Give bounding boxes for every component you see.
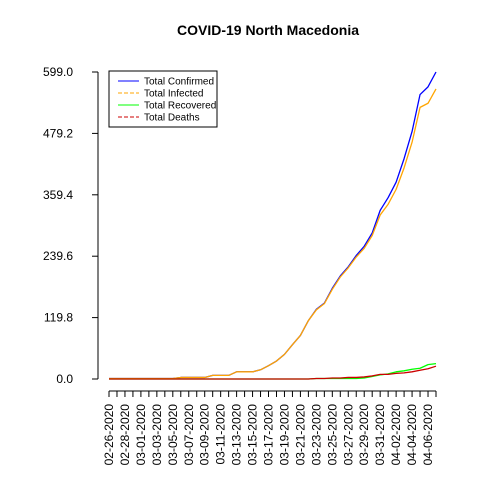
x-tick-label: 03-13-2020 [230,404,244,466]
legend-box [108,70,218,128]
x-tick-label: 04-02-2020 [389,404,403,466]
x-tick-label: 03-25-2020 [325,404,339,466]
x-tick-label: 02-28-2020 [118,404,132,466]
x-axis: 02-26-2020 02-28-2020 03-01-2020 03-03-2020… [102,390,437,466]
x-tick-label: 03-29-2020 [357,404,371,466]
series-line-total-infected [109,88,437,380]
x-tick-label: 04-04-2020 [405,404,419,466]
x-tick-label: 03-23-2020 [309,404,323,466]
legend-label: Total Confirmed [144,77,214,88]
y-axis: 0.0 119.8 239.6 359.4 479.2 599.0 [43,65,99,386]
y-tick-label: 0.0 [56,372,73,386]
x-tick-label: 03-31-2020 [373,404,387,466]
x-tick-label: 03-21-2020 [293,404,307,466]
x-tick-label: 03-07-2020 [182,404,196,466]
x-tick-label: 04-06-2020 [421,404,435,466]
chart-title: COVID-19 North Macedonia [177,22,359,38]
x-tick-label: 03-01-2020 [134,404,148,466]
x-tick-label: 02-26-2020 [102,404,116,466]
y-tick-label: 239.6 [43,249,73,263]
x-tick-label: 03-17-2020 [262,404,276,466]
legend-label: Total Recovered [144,101,216,112]
x-tick-label: 03-19-2020 [277,404,291,466]
x-tick-label: 03-09-2020 [198,404,212,466]
x-tick-label: 03-11-2020 [214,404,228,465]
series-line-total-deaths [109,365,437,380]
y-tick-label: 119.8 [44,311,73,325]
legend-label: Total Infected [144,89,203,100]
x-tick-label: 03-27-2020 [341,404,355,466]
x-tick-label: 03-03-2020 [150,404,164,466]
x-tick-label: 03-15-2020 [246,404,260,466]
plot-area [109,71,437,380]
y-tick-label: 479.2 [43,126,73,140]
y-tick-label: 599.0 [43,65,73,79]
legend-label: Total Deaths [144,113,200,124]
x-tick-label: 03-05-2020 [166,404,180,466]
y-tick-label: 359.4 [43,188,73,202]
series-line-total-recovered [109,362,437,380]
